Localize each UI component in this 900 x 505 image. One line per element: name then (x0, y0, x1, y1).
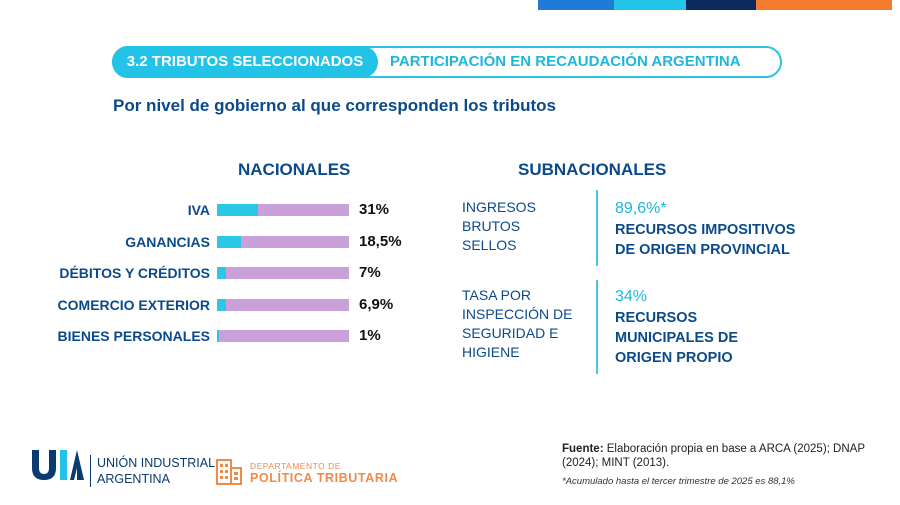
subnacional-desc-1: RECURSOS IMPOSITIVOS DE ORIGEN PROVINCIA… (615, 220, 795, 260)
subnacional-pct-1: 89,6%* (615, 200, 667, 217)
logo-line: UNIÓN INDUSTRIAL (97, 456, 216, 470)
subnacionales-heading: SUBNACIONALES (518, 160, 667, 179)
bar-track (217, 204, 349, 216)
bar (217, 330, 219, 342)
bar (217, 204, 258, 216)
subnacional-items-2: TASA POR INSPECCIÓN DE SEGURIDAD E HIGIE… (462, 286, 572, 362)
subnacional-item: BRUTOS (462, 218, 521, 234)
section-tag: 3.2 TRIBUTOS SELECCIONADOS (112, 46, 378, 78)
subnacional-item: INGRESOS (462, 199, 536, 215)
desc-line: ORIGEN PROPIO (615, 350, 733, 366)
top-color-bar-3 (686, 0, 756, 10)
bar-track (217, 330, 349, 342)
bar (217, 298, 227, 311)
footnote: *Acumulado hasta el tercer trimestre de … (562, 476, 795, 487)
bar-category-label: DÉBITOS Y CRÉDITOS (59, 265, 210, 281)
bar-category-label: BIENES PERSONALES (57, 328, 210, 344)
subnacional-pct-2: 34% (615, 288, 648, 305)
bar-track (217, 267, 349, 279)
bar-track (217, 298, 349, 311)
logo-line: ARGENTINA (97, 472, 170, 486)
top-color-bar-1 (538, 0, 614, 10)
subnacional-item: TASA POR (462, 287, 531, 303)
dept-label-big: POLÍTICA TRIBUTARIA (250, 471, 399, 485)
subnacional-item: INSPECCIÓN DE (462, 306, 573, 322)
nacionales-heading: NACIONALES (238, 160, 351, 179)
desc-line: RECURSOS (615, 310, 698, 326)
bar-value-label: 7% (359, 264, 381, 281)
subnacional-item: SELLOS (462, 237, 517, 253)
subnacional-items-1: INGRESOS BRUTOS SELLOS (462, 198, 536, 255)
top-color-bar-4 (756, 0, 892, 10)
divider-line-2 (596, 280, 598, 374)
subnacional-item: HIGIENE (462, 344, 520, 360)
page-subtitle: Por nivel de gobierno al que corresponde… (113, 96, 557, 115)
building-icon (216, 459, 242, 485)
subnacional-desc-2: RECURSOS MUNICIPALES DE ORIGEN PROPIO (615, 308, 738, 368)
bar-value-label: 18,5% (359, 232, 402, 250)
divider-line-1 (596, 190, 598, 266)
source-note: Fuente: Elaboración propia en base a ARC… (562, 442, 882, 470)
source-label: Fuente: (562, 443, 604, 455)
desc-line: RECURSOS IMPOSITIVOS (615, 222, 796, 238)
bar-category-label: COMERCIO EXTERIOR (57, 296, 210, 313)
subnacional-item: SEGURIDAD E (462, 325, 559, 341)
bar-track (217, 235, 349, 248)
desc-line: DE ORIGEN PROVINCIAL (615, 242, 790, 258)
desc-line: MUNICIPALES DE (615, 330, 738, 346)
dept-label-small: DEPARTAMENTO DE (250, 461, 341, 471)
bar (217, 235, 242, 248)
page-title: PARTICIPACIÓN EN RECAUDACIÓN ARGENTINA (390, 53, 741, 70)
top-color-bar-2 (614, 0, 686, 10)
source-text: Elaboración propia en base a ARCA (2025)… (562, 443, 865, 469)
bar-category-label: GANANCIAS (125, 233, 210, 250)
uia-logo-text: UNIÓN INDUSTRIAL ARGENTINA (90, 455, 215, 487)
bar-value-label: 1% (359, 327, 381, 344)
bar-category-label: IVA (187, 202, 210, 218)
uia-logo-icon (32, 450, 84, 480)
bar-value-label: 6,9% (359, 295, 394, 313)
bar-value-label: 31% (359, 201, 390, 218)
bar (217, 267, 227, 279)
